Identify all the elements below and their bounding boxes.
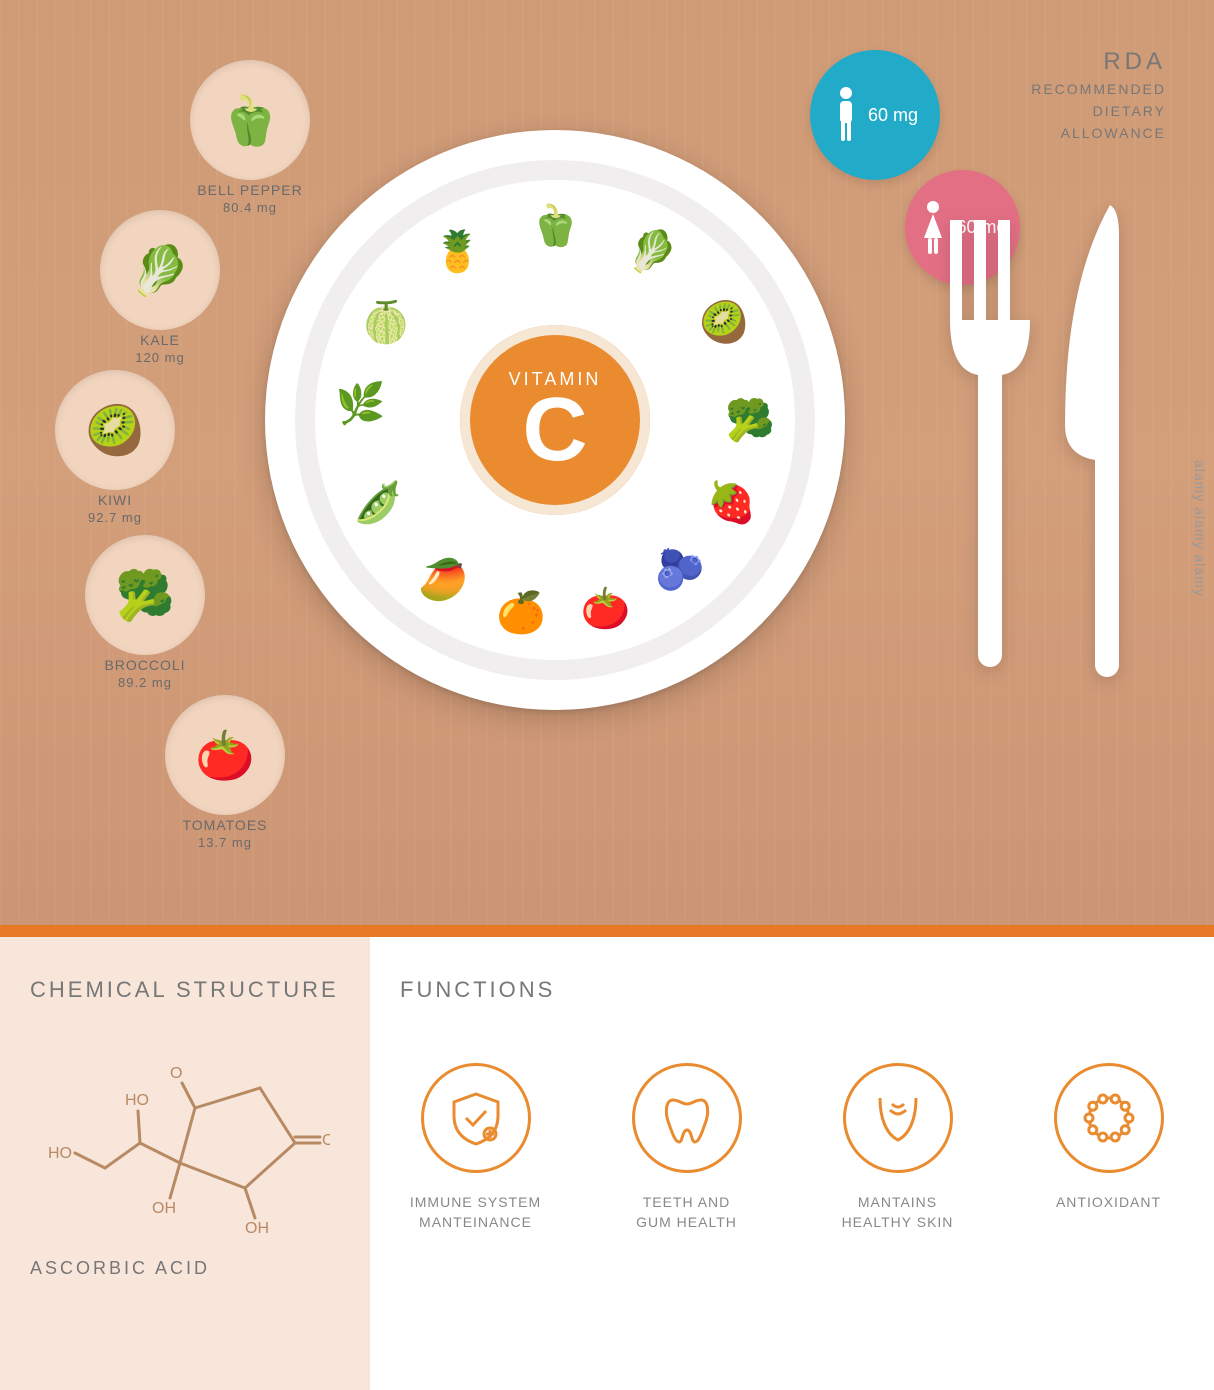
plate-food-strawberry-icon: 🍓 — [702, 472, 762, 532]
shield-icon — [421, 1063, 531, 1173]
function-label-shield: IMMUNE SYSTEMMANTEINANCE — [410, 1193, 541, 1232]
plate-food-tomato-icon: 🍅 — [575, 578, 635, 638]
function-label-tooth: TEETH ANDGUM HEALTH — [636, 1193, 737, 1232]
rda-heading-block: RDA RECOMMENDED DIETARY ALLOWANCE — [1031, 48, 1166, 143]
function-item-tooth: TEETH ANDGUM HEALTH — [611, 1063, 762, 1232]
food-label-kiwi: KIWI92.7 mg — [40, 492, 190, 525]
rda-sub1: RECOMMENDED — [1031, 80, 1166, 98]
tooth-icon — [632, 1063, 742, 1173]
function-label-chain: ANTIOXIDANT — [1056, 1193, 1161, 1213]
food-circle-kiwi: 🥝 — [55, 370, 175, 490]
rda-heading: RDA — [1031, 48, 1166, 76]
infographic-stage: 🫑BELL PEPPER80.4 mg🥬KALE120 mg🥝KIWI92.7 … — [0, 0, 1214, 1390]
food-label-bell-pepper: BELL PEPPER80.4 mg — [175, 182, 325, 215]
food-label-kale: KALE120 mg — [85, 332, 235, 365]
chemical-heading: CHEMICAL STRUCTURE — [30, 977, 340, 1003]
svg-text:OH: OH — [245, 1220, 269, 1233]
vitamin-c-badge: VITAMIN C — [460, 325, 650, 515]
plate-food-peas-icon: 🫛 — [348, 472, 408, 532]
plate-food-broccoli-icon: 🥦 — [720, 390, 780, 450]
plate-food-blueberries-icon: 🫐 — [650, 539, 710, 599]
plate-food-orange-icon: 🍊 — [491, 582, 551, 642]
food-label-tomatoes: TOMATOES13.7 mg — [150, 817, 300, 850]
male-icon — [832, 85, 860, 145]
plate-food-pineapple-icon: 🍍 — [428, 221, 488, 281]
face-icon — [843, 1063, 953, 1173]
chemical-structure-panel: CHEMICAL STRUCTURE HO HO O O OH OH — [0, 937, 370, 1390]
function-item-face: MANTAINSHEALTHY SKIN — [822, 1063, 973, 1232]
svg-text:OH: OH — [152, 1200, 176, 1217]
food-circle-bell-pepper: 🫑 — [190, 60, 310, 180]
chain-icon — [1054, 1063, 1164, 1173]
function-label-face: MANTAINSHEALTHY SKIN — [842, 1193, 954, 1232]
rda-sub2: DIETARY — [1031, 102, 1166, 120]
rda-male-value: 60 mg — [868, 105, 918, 126]
food-circle-broccoli: 🥦 — [85, 535, 205, 655]
svg-text:HO: HO — [48, 1145, 72, 1162]
svg-text:O: O — [322, 1132, 330, 1149]
fork-icon — [940, 220, 1030, 670]
functions-heading: FUNCTIONS — [400, 977, 1184, 1003]
plate-food-kiwi-icon: 🥝 — [694, 293, 754, 353]
plate-food-spinach-icon: 🌿 — [331, 373, 391, 433]
function-item-shield: IMMUNE SYSTEMMANTEINANCE — [400, 1063, 551, 1232]
knife-icon — [1055, 205, 1140, 685]
svg-text:O: O — [170, 1065, 182, 1082]
rda-sub3: ALLOWANCE — [1031, 124, 1166, 142]
vitamin-letter: C — [523, 390, 588, 471]
plate-food-bell-pepper-icon: 🫑 — [525, 195, 585, 255]
food-circle-kale: 🥬 — [100, 210, 220, 330]
food-circle-tomatoes: 🍅 — [165, 695, 285, 815]
chemical-name: ASCORBIC ACID — [30, 1258, 340, 1279]
functions-row: IMMUNE SYSTEMMANTEINANCE TEETH ANDGUM HEA… — [400, 1063, 1184, 1232]
functions-panel: FUNCTIONS IMMUNE SYSTEMMANTEINANCE TEETH … — [370, 937, 1214, 1390]
rda-male-circle: 60 mg — [810, 50, 940, 180]
divider-stripe — [0, 925, 1214, 937]
svg-text:HO: HO — [125, 1092, 149, 1109]
plate-food-papaya-icon: 🥭 — [413, 550, 473, 610]
ascorbic-acid-structure-icon: HO HO O O OH OH — [30, 1033, 330, 1233]
function-item-chain: ANTIOXIDANT — [1033, 1063, 1184, 1232]
food-label-broccoli: BROCCOLI89.2 mg — [70, 657, 220, 690]
watermark-side: alamy alamy alamy — [1192, 460, 1208, 597]
plate-food-kale-icon: 🥬 — [623, 221, 683, 281]
plate: 🫑 🥬🥝 🥦 🍓 🫐🍅 🍊 🥭🫛 🌿 🍈🍍 VITAMIN C — [265, 130, 845, 710]
plate-food-melon-icon: 🍈 — [356, 293, 416, 353]
